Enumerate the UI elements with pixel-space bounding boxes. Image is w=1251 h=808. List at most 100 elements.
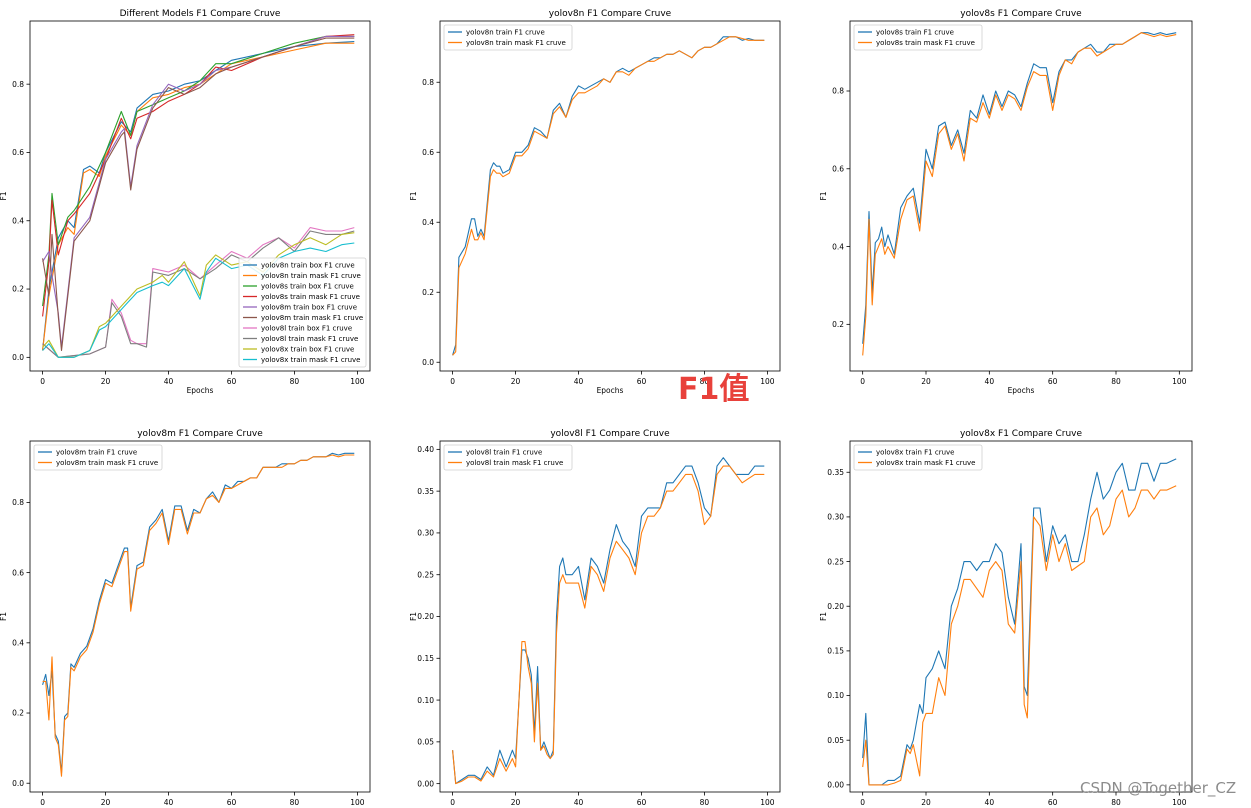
chart-title: yolov8n F1 Compare Cruve [549,9,672,19]
y-axis-label: F1 [0,612,8,621]
legend-label: yolov8n train mask F1 cruve [261,272,361,280]
y-tick-label: 0.8 [422,78,434,87]
x-tick-label: 40 [164,798,174,807]
chart-title: yolov8s F1 Compare Cruve [960,9,1082,19]
series-line-1 [862,458,1177,786]
x-tick-label: 20 [921,798,931,807]
series-line-4 [42,34,355,317]
chart-panel-1: Different Models F1 Compare Cruve 0 20 40 60… [0,9,371,395]
legend-box [443,24,573,51]
y-tick-label: 0.6 [12,148,24,157]
x-tick-label: 80 [290,798,300,807]
chart-panel-5: yolov8l F1 Compare Cruve 0 20 40 60 80 100 0.00… [409,429,781,808]
x-tick-label: 40 [574,377,584,386]
series-line-6 [42,37,355,352]
legend-box [853,24,983,51]
legend-label: yolov8n train box F1 cruve [261,262,355,270]
y-tick-label: 0.0 [422,358,434,367]
x-tick-label: 80 [1111,377,1121,386]
x-tick-label: 0 [40,377,45,386]
chart-title: yolov8l F1 Compare Cruve [550,429,670,439]
legend: yolov8s train F1 cruve yolov8s train mask… [853,24,983,51]
y-axis-label: F1 [819,612,828,621]
y-tick-label: 0.2 [12,709,24,718]
series-line-1 [42,40,355,351]
x-tick-label: 0 [40,798,45,807]
legend-label: yolov8x train mask F1 cruve [876,459,976,467]
x-tick-label: 80 [1111,798,1121,807]
x-tick-label: 0 [450,798,455,807]
y-tick-label: 0.2 [832,320,844,329]
legend-label: yolov8n train mask F1 cruve [466,39,566,47]
y-tick-label: 0.6 [422,148,434,157]
series-line-1 [452,457,765,785]
series-line-2 [862,32,1177,356]
legend-label: yolov8s train mask F1 cruve [261,293,360,301]
y-axis-label: F1 [409,612,418,621]
legend: yolov8x train F1 cruve yolov8x train mask… [853,444,983,471]
legend-label: yolov8n train F1 cruve [466,29,545,37]
y-tick-label: 0.15 [417,654,434,663]
y-tick-label: 0.8 [832,87,844,96]
y-tick-label: 0.4 [12,216,24,225]
series-line-2 [862,485,1177,786]
y-tick-label: 0.20 [417,612,434,621]
plot-area [439,20,781,372]
y-tick-label: 0.2 [12,285,24,294]
legend-label: yolov8s train F1 cruve [876,29,954,37]
x-tick-label: 20 [511,377,521,386]
x-tick-label: 20 [101,798,111,807]
legend-label: yolov8x train F1 cruve [876,449,954,457]
x-tick-label: 60 [1048,798,1058,807]
y-tick-label: 0.20 [827,602,844,611]
x-tick-label: 20 [101,377,111,386]
y-tick-label: 0.00 [417,779,434,788]
x-tick-label: 100 [760,798,775,807]
series-line-2 [452,36,765,356]
x-tick-label: 0 [860,798,865,807]
legend: yolov8l train F1 cruve yolov8l train mask… [443,444,573,471]
x-tick-label: 20 [511,798,521,807]
x-tick-label: 20 [921,377,931,386]
legend-label: yolov8l train mask F1 cruve [466,459,563,467]
plot-area [849,20,1193,372]
y-tick-label: 0.00 [827,781,844,790]
x-tick-label: 40 [164,377,174,386]
x-axis-label: Epochs [1008,386,1035,395]
y-tick-label: 0.25 [827,557,844,566]
y-axis-label: F1 [409,191,418,200]
legend-label: yolov8x train box F1 cruve [261,346,354,354]
chart-panel-6: yolov8x F1 Compare Cruve 0 20 40 60 80 100 0.00… [819,429,1193,808]
chart-title: yolov8m F1 Compare Cruve [137,429,263,439]
legend-label: yolov8s train box F1 cruve [261,283,354,291]
y-tick-label: 0.15 [827,647,844,656]
legend-label: yolov8m train mask F1 cruve [56,459,158,467]
x-tick-label: 40 [985,798,995,807]
legend-box [238,257,367,368]
legend-label: yolov8m train F1 cruve [56,449,137,457]
y-tick-label: 0.8 [12,80,24,89]
y-tick-label: 0.6 [832,164,844,173]
y-tick-label: 0.0 [12,779,24,788]
csdn-watermark: CSDN @Together_CZ [1080,779,1237,797]
legend-label: yolov8m train box F1 cruve [261,304,357,312]
legend-label: yolov8x train mask F1 cruve [261,356,361,364]
y-axis-label: F1 [0,191,8,200]
x-tick-label: 100 [760,377,775,386]
x-tick-label: 80 [290,377,300,386]
plot-area [439,440,781,793]
legend-box [33,444,163,471]
legend: yolov8n train F1 cruve yolov8n train mask… [443,24,573,51]
y-tick-label: 0.10 [827,691,844,700]
x-tick-label: 60 [637,798,647,807]
y-tick-label: 0.2 [422,288,434,297]
plot-area [29,440,371,793]
y-tick-label: 0.0 [12,353,24,362]
y-tick-label: 0.8 [12,498,24,507]
legend-label: yolov8l train F1 cruve [466,449,542,457]
x-tick-label: 60 [637,377,647,386]
x-tick-label: 100 [1172,377,1187,386]
f1-annotation: F1值 [678,372,750,407]
chart-panel-4: yolov8m F1 Compare Cruve 0 20 40 60 80 100 0.0 0… [0,429,371,808]
chart-panel-2: yolov8n F1 Compare Cruve 0 20 40 60 80 100 0.0 0… [409,9,781,395]
